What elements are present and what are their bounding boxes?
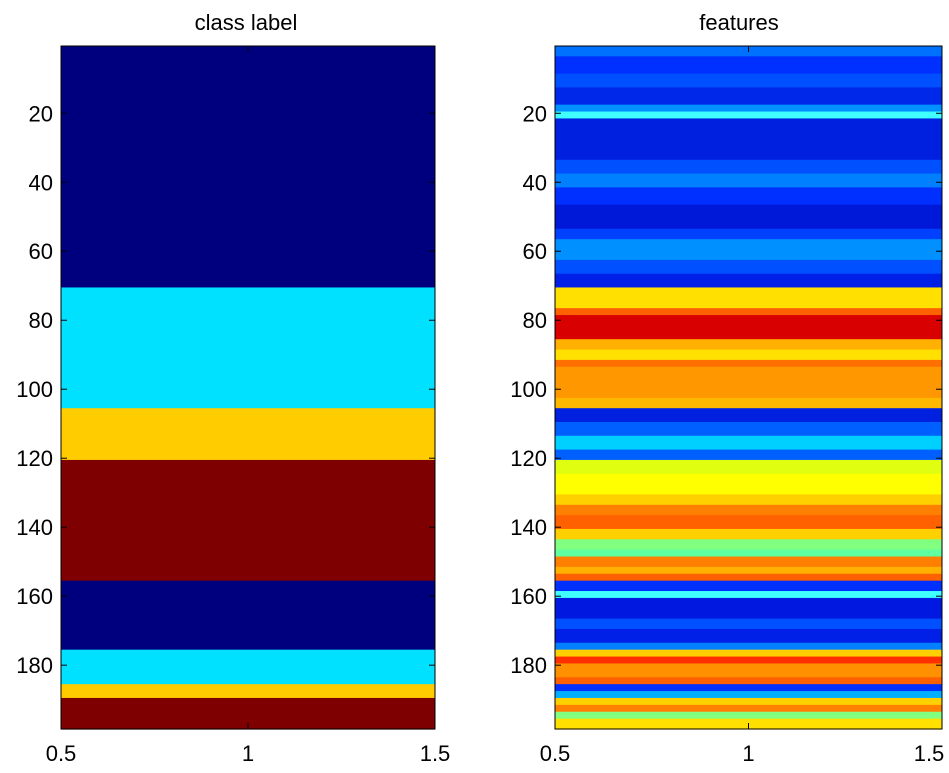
y-tick-label: 120 [510, 446, 547, 471]
heatmap-band [555, 459, 942, 475]
x-tick-label: 1.5 [420, 741, 451, 766]
heatmap-band [555, 649, 942, 658]
heatmap-bands [61, 46, 435, 730]
heatmap-band [555, 397, 942, 409]
heatmap-band [555, 697, 942, 706]
heatmap-band [555, 349, 942, 361]
x-tick-label: 1 [242, 741, 254, 766]
heatmap-band [555, 504, 942, 516]
heatmap-band [555, 87, 942, 106]
heatmap-band [555, 111, 942, 120]
heatmap-band [555, 118, 942, 161]
heatmap-band [61, 46, 435, 289]
axes-features: features 20 40 60 80 100 120 140 160 180 0.5 1 1.5 [510, 10, 944, 766]
heatmap-band [555, 173, 942, 189]
heatmap-band [555, 515, 942, 530]
heatmap-band [555, 580, 942, 592]
y-ticks: 20 40 60 80 100 120 140 160 180 [510, 101, 942, 678]
heatmap-band [555, 539, 942, 551]
heatmap-band [555, 259, 942, 275]
heatmap-band [555, 287, 942, 309]
chart-title: features [699, 10, 779, 35]
heatmap-band [61, 649, 435, 685]
heatmap-band [555, 187, 942, 206]
heatmap-band [61, 580, 435, 651]
heatmap-band [555, 556, 942, 568]
x-tick-label: 1 [742, 741, 754, 766]
heatmap-band [555, 663, 942, 678]
heatmap-band [555, 473, 942, 496]
heatmap-band [555, 528, 942, 540]
heatmap-band [555, 159, 942, 175]
heatmap-band [555, 566, 942, 575]
y-tick-label: 60 [29, 239, 53, 264]
heatmap-band [555, 366, 942, 399]
chart-title: class label [195, 10, 298, 35]
y-tick-label: 40 [523, 170, 547, 195]
heatmap-band [555, 273, 942, 289]
heatmap-band [61, 684, 435, 699]
heatmap-band [555, 494, 942, 506]
x-tick-label: 0.5 [46, 741, 77, 766]
heatmap-band [555, 104, 942, 113]
y-tick-label: 100 [510, 377, 547, 402]
heatmap-band [555, 408, 942, 423]
heatmap-band [555, 421, 942, 437]
heatmap-band [555, 315, 942, 340]
heatmap-band [555, 597, 942, 620]
y-tick-label: 140 [510, 515, 547, 540]
y-tick-label: 180 [16, 653, 53, 678]
heatmap-band [555, 628, 942, 644]
heatmap-band [61, 408, 435, 461]
y-tick-label: 140 [16, 515, 53, 540]
heatmap-band [555, 684, 942, 692]
heatmap-band [555, 591, 942, 599]
heatmap-band [61, 459, 435, 582]
heatmap-band [555, 228, 942, 240]
y-tick-label: 160 [16, 584, 53, 609]
y-tick-label: 20 [523, 101, 547, 126]
heatmap-band [555, 339, 942, 351]
heatmap-band [555, 618, 942, 630]
axes-frame [60, 45, 436, 730]
axes-frame [554, 45, 943, 730]
heatmap-band [555, 308, 942, 316]
y-tick-label: 100 [16, 377, 53, 402]
heatmap-band [555, 656, 942, 665]
y-tick-label: 40 [29, 170, 53, 195]
y-tick-label: 120 [16, 446, 53, 471]
heatmap-band [555, 549, 942, 558]
heatmap-band [555, 642, 942, 651]
y-tick-label: 160 [510, 584, 547, 609]
y-tick-label: 60 [523, 239, 547, 264]
x-ticks: 0.5 1 1.5 [46, 46, 451, 766]
x-tick-label: 1.5 [914, 741, 945, 766]
heatmap-bands [555, 46, 942, 730]
heatmap-band [555, 449, 942, 461]
heatmap-band [555, 239, 942, 261]
y-tick-label: 80 [523, 308, 547, 333]
axes-class-label: class label 20 40 60 80 100 120 140 160 180 0.5 1… [16, 10, 450, 766]
x-tick-label: 0.5 [540, 741, 571, 766]
heatmap-band [555, 677, 942, 685]
y-ticks: 20 40 60 80 100 120 140 160 180 [16, 101, 435, 678]
x-ticks: 0.5 1 1.5 [540, 46, 945, 766]
y-tick-label: 180 [510, 653, 547, 678]
heatmap-band [555, 435, 942, 451]
heatmap-band [61, 287, 435, 409]
heatmap-band [555, 73, 942, 88]
heatmap-band [555, 704, 942, 713]
heatmap-band [555, 56, 942, 75]
heatmap-band [555, 204, 942, 230]
heatmap-band [555, 359, 942, 368]
heatmap-band [555, 691, 942, 699]
y-tick-label: 80 [29, 308, 53, 333]
heatmap-band [555, 711, 942, 720]
y-tick-label: 20 [29, 101, 53, 126]
heatmap-band [555, 573, 942, 582]
